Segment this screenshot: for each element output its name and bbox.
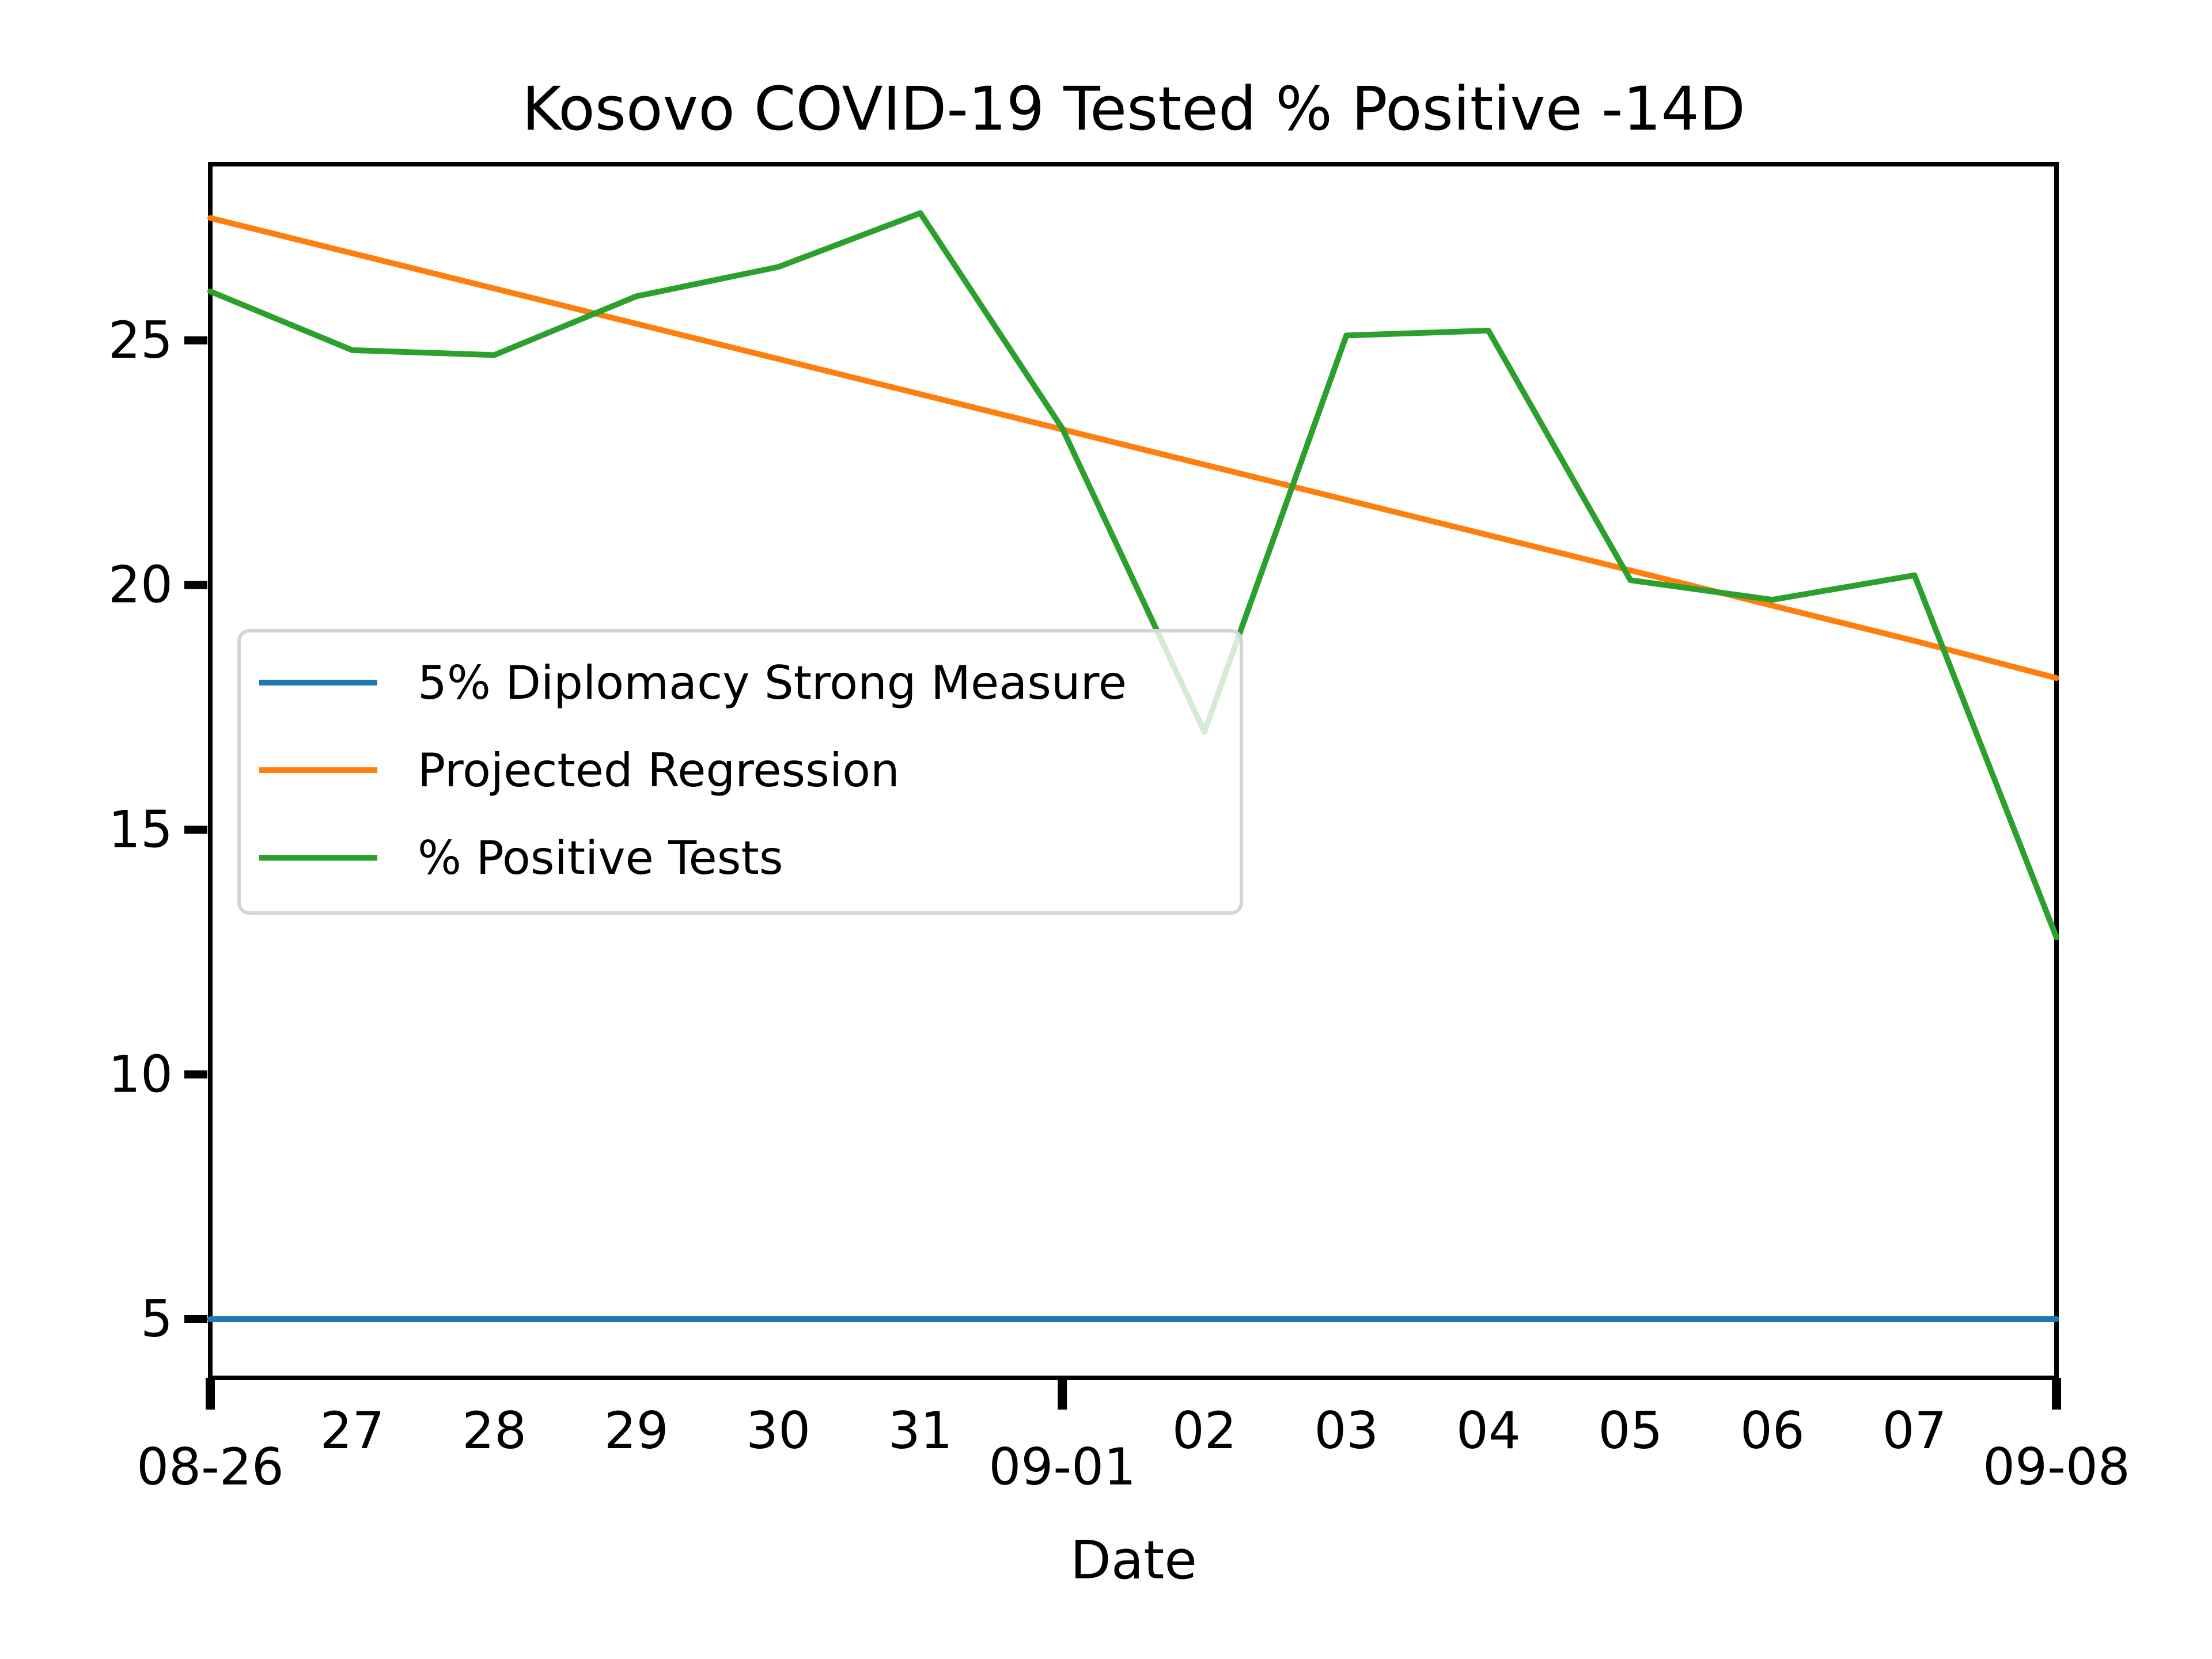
series-line-3	[207, 210, 2059, 941]
x-tick-label: 04	[1456, 1401, 1521, 1460]
legend-label: 5% Diplomacy Strong Measure	[418, 656, 1127, 710]
legend-label: % Positive Tests	[418, 831, 783, 885]
x-tick-label: 09-08	[1983, 1437, 2130, 1497]
x-tick-label: 06	[1740, 1401, 1805, 1460]
x-axis-label: Date	[1070, 1529, 1197, 1591]
y-tick-label: 20	[108, 555, 173, 615]
series-line-2	[207, 215, 2059, 681]
x-tick-label: 03	[1314, 1401, 1378, 1460]
plot-area	[208, 162, 2059, 1380]
x-axis: 08-26 27 28 29 30 31 09-01 02 03 04 05 06 07 09-08	[137, 1378, 2130, 1497]
x-tick-label: 05	[1598, 1401, 1662, 1460]
x-tick-label: 30	[746, 1401, 810, 1460]
y-tick-label: 25	[108, 310, 173, 370]
legend-box	[237, 629, 1243, 915]
y-tick-label: 15	[108, 800, 173, 859]
x-tick-label: 29	[604, 1401, 669, 1460]
x-tick-label: 31	[888, 1401, 953, 1460]
x-tick-label: 28	[462, 1401, 527, 1460]
chart-title: Kosovo COVID-19 Tested % Positive -14D	[522, 74, 1745, 144]
x-tick-label: 02	[1172, 1401, 1237, 1460]
x-tick-label: 09-01	[988, 1437, 1136, 1497]
legend: 5% Diplomacy Strong Measure Projected Reg…	[237, 629, 1243, 915]
series-lines	[207, 210, 2059, 1323]
x-tick-label: 07	[1882, 1401, 1946, 1460]
plot-frame	[208, 162, 2059, 1380]
legend-label: Projected Regression	[418, 744, 900, 797]
y-tick-label: 5	[141, 1289, 173, 1349]
x-tick-label: 08-26	[137, 1437, 284, 1497]
y-tick-label: 10	[108, 1044, 173, 1104]
y-axis: 5 10 15 20 25	[108, 310, 207, 1349]
x-tick-label: 27	[320, 1401, 385, 1460]
